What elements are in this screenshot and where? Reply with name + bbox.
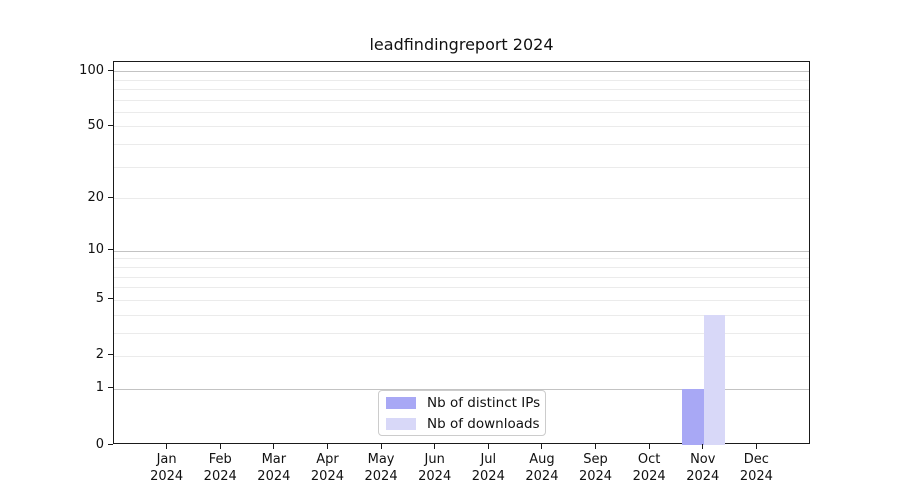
x-tick-month: May (367, 452, 395, 467)
x-tick-label: Mar 2024 (243, 451, 305, 485)
bar-nb-of-distinct-ips (682, 388, 704, 445)
gridline-major (114, 250, 809, 252)
x-tick-mark (434, 444, 436, 449)
x-tick-month: Sep (583, 452, 608, 467)
legend-swatch (386, 417, 416, 430)
x-tick-month: Oct (637, 452, 661, 467)
gridline-major (114, 71, 809, 73)
y-tick-label: 5 (95, 291, 104, 307)
y-tick-label: 100 (79, 62, 104, 78)
x-tick-month: Aug (529, 452, 555, 467)
gridline-minor (114, 314, 809, 316)
x-tick-year: 2024 (150, 469, 184, 484)
x-tick-year: 2024 (203, 469, 237, 484)
legend-label: Nb of downloads (427, 415, 540, 432)
y-tick-mark (108, 249, 113, 251)
x-tick-year: 2024 (471, 469, 505, 484)
x-tick-year: 2024 (418, 469, 452, 484)
gridline-minor (114, 126, 809, 128)
x-tick-label: Aug 2024 (511, 451, 573, 485)
legend-item: Nb of distinct IPs (386, 394, 541, 411)
x-tick-label: May 2024 (350, 451, 412, 485)
x-tick-mark (595, 444, 597, 449)
x-tick-month: Feb (208, 452, 232, 467)
x-tick-month: Dec (743, 452, 769, 467)
x-tick-year: 2024 (364, 469, 398, 484)
x-tick-month: Jun (424, 452, 445, 467)
gridline-minor (114, 258, 809, 260)
x-tick-year: 2024 (686, 469, 720, 484)
x-tick-year: 2024 (578, 469, 613, 484)
x-tick-label: Dec 2024 (725, 451, 787, 485)
legend: Nb of distinct IPs Nb of downloads (378, 390, 546, 436)
y-tick-label: 20 (87, 189, 104, 205)
gridline-minor (114, 276, 809, 278)
legend-swatch (386, 396, 416, 409)
y-tick-mark (108, 354, 113, 356)
x-tick-year: 2024 (310, 469, 344, 484)
bar-nb-of-downloads (703, 314, 726, 445)
y-tick-mark (108, 387, 113, 389)
x-tick-label: Jun 2024 (404, 451, 466, 485)
gridline-minor (114, 355, 809, 357)
x-tick-month: Mar (261, 452, 287, 467)
x-tick-label: Apr 2024 (296, 451, 358, 485)
gridline-minor (114, 299, 809, 301)
x-tick-label: Jul 2024 (457, 451, 519, 485)
x-tick-mark (702, 444, 704, 449)
y-tick-label: 50 (87, 117, 104, 133)
plot-area (113, 61, 810, 445)
gridline-minor (114, 144, 809, 146)
x-tick-year: 2024 (739, 469, 773, 484)
gridline-minor (114, 111, 809, 113)
x-tick-mark (380, 444, 382, 449)
x-tick-year: 2024 (525, 469, 559, 484)
x-tick-month: Nov (690, 452, 716, 467)
y-tick-mark (108, 443, 113, 445)
gridline-minor (114, 166, 809, 168)
x-tick-mark (166, 444, 168, 449)
y-tick-mark (108, 124, 113, 126)
x-tick-year: 2024 (632, 469, 666, 484)
x-tick-mark (541, 444, 543, 449)
x-tick-mark (487, 444, 489, 449)
x-tick-mark (219, 444, 221, 449)
x-tick-mark (273, 444, 275, 449)
y-tick-mark (108, 196, 113, 198)
x-tick-label: Sep 2024 (565, 451, 627, 485)
x-tick-month: Jul (480, 452, 497, 467)
gridline-minor (114, 79, 809, 81)
legend-label: Nb of distinct IPs (427, 394, 541, 411)
x-tick-label: Oct 2024 (618, 451, 680, 485)
gridline-minor (114, 266, 809, 268)
y-tick-label: 10 (87, 242, 104, 258)
x-tick-label: Feb 2024 (189, 451, 251, 485)
gridline-minor (114, 88, 809, 90)
x-tick-label: Nov 2024 (672, 451, 734, 485)
gridline-minor (114, 332, 809, 334)
gridline-major (114, 388, 809, 390)
chart-title: leadfindingreport 2024 (369, 35, 554, 54)
x-tick-year: 2024 (257, 469, 291, 484)
y-tick-label: 2 (95, 347, 104, 363)
x-tick-mark (326, 444, 328, 449)
gridline-minor (114, 287, 809, 289)
x-tick-label: Jan 2024 (136, 451, 198, 485)
legend-item: Nb of downloads (386, 415, 540, 432)
gridline-minor (114, 198, 809, 200)
y-tick-label: 1 (95, 380, 104, 396)
x-tick-month: Jan (156, 452, 177, 467)
x-tick-month: Apr (316, 452, 339, 467)
gridline-minor (114, 99, 809, 101)
y-tick-label: 0 (95, 436, 104, 452)
x-tick-mark (648, 444, 650, 449)
y-tick-mark (108, 298, 113, 300)
y-tick-mark (108, 69, 113, 71)
x-tick-mark (755, 444, 757, 449)
